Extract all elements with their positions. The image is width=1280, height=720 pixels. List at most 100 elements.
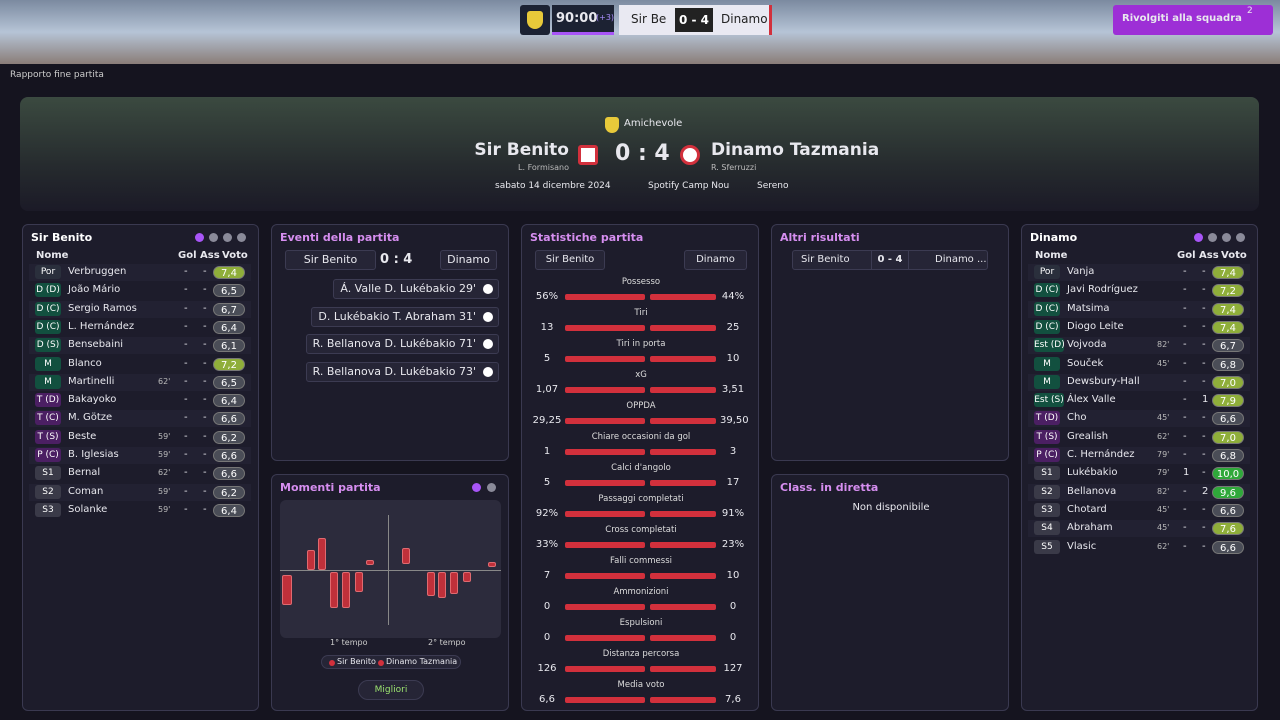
player-name[interactable]: Cho: [1067, 412, 1087, 424]
player-name[interactable]: L. Hernández: [68, 320, 135, 332]
page-dot[interactable]: [487, 483, 496, 492]
position-badge: D (C): [1034, 301, 1060, 316]
goals: -: [184, 430, 188, 442]
player-name[interactable]: Beste: [68, 430, 97, 442]
rating: 6,6: [213, 449, 245, 462]
rating: 7,0: [1212, 375, 1244, 389]
final-score: 0 : 4: [615, 141, 670, 166]
page-dot[interactable]: [1194, 233, 1203, 242]
stadium: Spotify Camp Nou: [648, 181, 730, 191]
stat-bar: [565, 573, 645, 579]
page-dot[interactable]: [237, 233, 246, 242]
player-name[interactable]: Abraham: [1067, 522, 1113, 534]
player-name[interactable]: Verbruggen: [68, 266, 127, 277]
rating: 7,9: [1212, 394, 1244, 408]
legend-dot: [378, 660, 384, 666]
assists: -: [1202, 503, 1206, 515]
player-name[interactable]: C. Hernández: [1067, 449, 1135, 460]
player-name[interactable]: Grealish: [1067, 430, 1109, 442]
goals: -: [1183, 522, 1187, 534]
best-button[interactable]: Migliori: [358, 680, 424, 700]
player-name[interactable]: Dewsbury-Hall: [1067, 375, 1140, 387]
stat-label: Chiare occasioni da gol: [591, 432, 691, 442]
player-row: [29, 373, 251, 391]
assists: -: [1202, 412, 1206, 424]
player-name[interactable]: João Mário: [68, 284, 121, 296]
other-results-panel: Altri risultati Sir Benito 0 - 4 Dinamo ...: [771, 224, 1009, 461]
away-value: 3,51: [721, 384, 745, 395]
player-name[interactable]: Vanja: [1067, 266, 1095, 277]
player-name[interactable]: M. Götze: [68, 412, 113, 424]
away-value: 0: [729, 632, 737, 643]
sub-minute: 62': [158, 468, 171, 478]
player-name[interactable]: Blanco: [68, 357, 102, 369]
home-team: Sir Benito: [474, 140, 569, 160]
sub-minute: 79': [1157, 468, 1170, 478]
goals: -: [184, 357, 188, 369]
away-box: Dinamo: [684, 250, 747, 270]
assists: -: [203, 266, 207, 277]
goals: -: [184, 266, 188, 277]
position-badge: Est (D): [1034, 338, 1065, 353]
goals: -: [184, 302, 188, 314]
goals: -: [1183, 449, 1187, 460]
player-row: [29, 483, 251, 501]
date: sabato 14 dicembre 2024: [495, 181, 611, 191]
home-box: Sir Benito: [285, 250, 376, 270]
page-dot[interactable]: [195, 233, 204, 242]
stat-label: Passaggi completati: [598, 494, 684, 504]
assist: Á. Valle: [340, 282, 385, 295]
stat-label: Possesso: [621, 277, 661, 287]
sub-minute: 82': [1157, 340, 1170, 350]
goals: -: [184, 284, 188, 296]
player-name[interactable]: Vlasic: [1067, 540, 1097, 552]
player-name[interactable]: Vojvoda: [1067, 339, 1107, 351]
player-name[interactable]: Matsima: [1067, 302, 1110, 314]
rating: 6,6: [1212, 412, 1244, 426]
goals: -: [184, 503, 188, 515]
stat-bar: [650, 387, 716, 393]
home: Sir Benito: [801, 254, 850, 265]
page-dot[interactable]: [472, 483, 481, 492]
player-name[interactable]: Souček: [1067, 357, 1104, 369]
stat-label: OPPDA: [626, 401, 656, 411]
player-name[interactable]: Sergio Ramos: [68, 302, 137, 314]
player-name[interactable]: Bernal: [68, 467, 101, 479]
position-badge: M: [1034, 356, 1060, 371]
team-talk-button[interactable]: Rivolgiti alla squadra 2: [1113, 5, 1273, 35]
page-dot[interactable]: [209, 233, 218, 242]
player-name[interactable]: Bellanova: [1067, 485, 1117, 497]
player-name[interactable]: Lukébakio: [1067, 467, 1118, 479]
assists: -: [203, 412, 207, 424]
player-name[interactable]: Solanke: [68, 503, 108, 515]
page-dot[interactable]: [1222, 233, 1231, 242]
away-value: 25: [726, 322, 740, 333]
ball-icon: [483, 284, 493, 294]
stat-bar: [650, 449, 716, 455]
page-dot[interactable]: [1208, 233, 1217, 242]
panel-title: Altri risultati: [780, 231, 860, 244]
player-name[interactable]: Coman: [68, 485, 104, 497]
player-name[interactable]: Diogo Leite: [1067, 320, 1124, 332]
player-row: [29, 410, 251, 428]
player-name[interactable]: Bakayoko: [68, 394, 117, 406]
goals: -: [184, 449, 188, 460]
momentum-chart: [280, 500, 501, 638]
stat-bar: [565, 387, 645, 393]
goals: -: [184, 485, 188, 497]
column-header: Nome: [36, 250, 69, 261]
position-badge: P (C): [35, 448, 61, 462]
player-name[interactable]: Chotard: [1067, 503, 1107, 515]
momentum-bar: [366, 560, 374, 565]
player-name[interactable]: Bensebaini: [68, 339, 124, 351]
position-badge: D (D): [35, 283, 61, 298]
player-name[interactable]: B. Iglesias: [68, 449, 119, 460]
player-name[interactable]: Martinelli: [68, 375, 115, 387]
page-dot[interactable]: [223, 233, 232, 242]
player-row: [1028, 520, 1250, 538]
position-badge: M: [1034, 374, 1060, 389]
player-name[interactable]: Álex Valle: [1067, 394, 1116, 406]
home-value: 7: [543, 570, 551, 581]
page-dot[interactable]: [1236, 233, 1245, 242]
player-name[interactable]: Javi Rodríguez: [1067, 284, 1138, 296]
